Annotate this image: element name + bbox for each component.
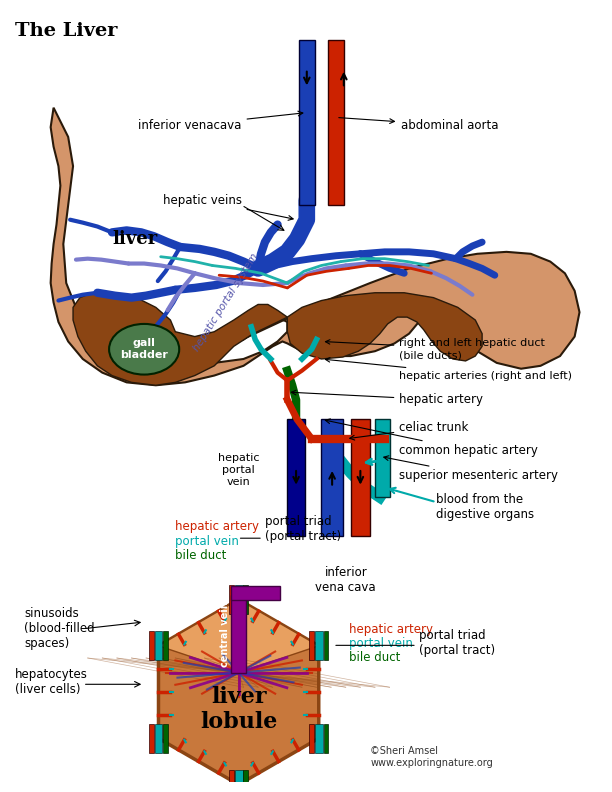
FancyBboxPatch shape [231, 595, 247, 672]
FancyBboxPatch shape [315, 631, 323, 661]
Text: hepatic arteries (right and left): hepatic arteries (right and left) [326, 358, 572, 380]
FancyBboxPatch shape [231, 586, 280, 600]
FancyBboxPatch shape [351, 420, 370, 536]
FancyBboxPatch shape [155, 631, 162, 661]
FancyBboxPatch shape [229, 770, 234, 792]
FancyBboxPatch shape [328, 40, 344, 205]
FancyBboxPatch shape [163, 631, 168, 661]
FancyBboxPatch shape [235, 770, 242, 792]
Text: bile duct: bile duct [175, 549, 226, 562]
Text: sinusoids
(blood-filled
spaces): sinusoids (blood-filled spaces) [24, 607, 95, 650]
Text: hepatic artery: hepatic artery [175, 520, 259, 533]
FancyBboxPatch shape [321, 420, 343, 536]
FancyBboxPatch shape [149, 724, 154, 753]
Text: hepatic
portal
vein: hepatic portal vein [218, 454, 259, 486]
FancyBboxPatch shape [229, 585, 234, 614]
Text: portal triad
(portal tract): portal triad (portal tract) [265, 516, 341, 543]
Text: liver
lobule: liver lobule [200, 686, 277, 733]
Text: portal triad
(portal tract): portal triad (portal tract) [419, 630, 495, 657]
FancyBboxPatch shape [244, 585, 248, 614]
Text: hepatic portal system: hepatic portal system [192, 252, 260, 353]
Text: hepatic artery: hepatic artery [291, 390, 483, 406]
Text: liver: liver [112, 230, 157, 248]
Polygon shape [159, 600, 319, 785]
Text: abdominal aorta: abdominal aorta [339, 118, 499, 131]
FancyBboxPatch shape [375, 420, 390, 497]
Text: The Liver: The Liver [15, 22, 117, 40]
Polygon shape [73, 293, 287, 385]
FancyBboxPatch shape [324, 724, 329, 753]
Text: ©Sheri Amsel
www.exploringnature.org: ©Sheri Amsel www.exploringnature.org [370, 746, 493, 768]
FancyBboxPatch shape [324, 631, 329, 661]
Polygon shape [287, 293, 482, 361]
FancyBboxPatch shape [309, 724, 314, 753]
Text: hepatocytes
(liver cells): hepatocytes (liver cells) [15, 668, 88, 696]
Text: right and left hepatic duct
(bile ducts): right and left hepatic duct (bile ducts) [326, 338, 545, 360]
FancyBboxPatch shape [244, 770, 248, 792]
Text: hepatic veins: hepatic veins [163, 194, 293, 220]
FancyBboxPatch shape [235, 585, 242, 614]
FancyBboxPatch shape [287, 420, 305, 536]
Text: common hepatic artery: common hepatic artery [326, 419, 538, 457]
Text: blood from the
digestive organs: blood from the digestive organs [436, 493, 534, 521]
Ellipse shape [109, 324, 179, 375]
FancyBboxPatch shape [315, 724, 323, 753]
Text: central vein: central vein [220, 601, 230, 667]
Polygon shape [51, 108, 580, 385]
Text: bile duct: bile duct [349, 652, 400, 664]
FancyBboxPatch shape [299, 40, 315, 205]
Text: portal vein: portal vein [349, 637, 412, 650]
FancyBboxPatch shape [163, 724, 168, 753]
FancyBboxPatch shape [155, 724, 162, 753]
Text: gall
bladder: gall bladder [120, 338, 168, 360]
Text: inferior
vena cava: inferior vena cava [315, 566, 376, 594]
Text: portal vein: portal vein [175, 535, 239, 547]
FancyBboxPatch shape [309, 631, 314, 661]
Text: superior mesenteric artery: superior mesenteric artery [384, 455, 558, 482]
Text: inferior venacava: inferior venacava [138, 111, 303, 131]
FancyBboxPatch shape [149, 631, 154, 661]
Text: hepatic artery: hepatic artery [349, 623, 433, 636]
Text: celiac trunk: celiac trunk [349, 421, 469, 440]
Polygon shape [159, 600, 319, 672]
